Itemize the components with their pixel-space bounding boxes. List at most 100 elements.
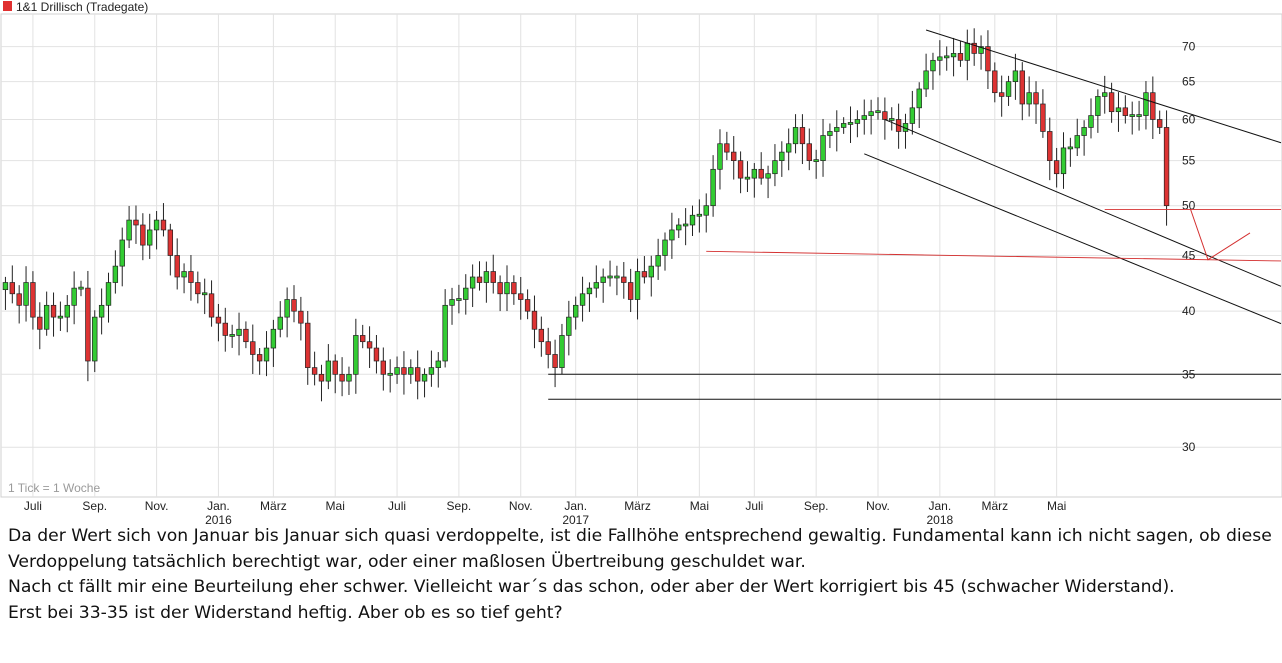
- y-tick-label: 45: [1182, 249, 1196, 263]
- candle-body: [2, 282, 9, 291]
- candle-body: [765, 173, 771, 179]
- candle-body: [524, 299, 531, 312]
- candlestick-series: [2, 28, 1170, 402]
- candle-body: [889, 118, 895, 121]
- candle-body: [854, 119, 861, 124]
- candle-body: [256, 354, 263, 362]
- candle-body: [875, 110, 881, 114]
- candle-body: [167, 229, 174, 256]
- candle-body: [195, 282, 201, 295]
- candle-body: [346, 373, 352, 382]
- candle-body: [236, 328, 242, 336]
- candle-body: [85, 287, 91, 362]
- candle-body: [511, 282, 517, 295]
- candle-body: [1005, 81, 1012, 97]
- candle-body: [112, 265, 119, 283]
- candle-body: [593, 282, 599, 289]
- candle-body: [1115, 107, 1122, 113]
- candle-body: [579, 293, 586, 306]
- target-line-line: [706, 250, 1282, 262]
- candle-body: [353, 335, 359, 375]
- candle-body: [916, 88, 922, 109]
- candle-body: [160, 219, 167, 231]
- x-tick-label: Jan.: [564, 499, 587, 513]
- trend-channel-upper-line: [925, 29, 1282, 144]
- x-tick-label: Juli: [24, 499, 42, 513]
- candle-body: [188, 271, 194, 283]
- candle-body: [469, 276, 476, 289]
- x-tick-label: Nov.: [509, 499, 533, 513]
- y-tick-label: 50: [1182, 199, 1196, 213]
- candle-body: [909, 107, 916, 124]
- candle-body: [827, 131, 833, 136]
- candle-body: [1163, 127, 1170, 207]
- candle-body: [263, 347, 270, 362]
- candle-body: [332, 360, 338, 375]
- candle-body: [394, 367, 400, 375]
- chart-title: 1&1 Drillisch (Tradegate): [16, 0, 148, 14]
- trend-channel-lower-line: [864, 153, 1282, 325]
- candle-body: [229, 334, 235, 337]
- candle-body: [1129, 114, 1135, 117]
- candle-body: [944, 55, 950, 59]
- candle-body: [105, 282, 112, 306]
- candle-body: [696, 213, 703, 217]
- candle-body: [1088, 115, 1094, 128]
- y-tick-label: 40: [1182, 304, 1196, 318]
- candle-body: [641, 271, 648, 278]
- candle-body: [208, 293, 215, 318]
- candle-body: [937, 56, 943, 61]
- candle-body: [868, 111, 874, 116]
- candle-body: [23, 282, 29, 306]
- commentary: Da der Wert sich von Januar bis Januar s…: [8, 524, 1278, 626]
- candle-body: [621, 276, 627, 283]
- candle-body: [421, 373, 428, 382]
- candle-body: [43, 304, 50, 330]
- candle-body: [504, 282, 510, 295]
- candle-body: [284, 299, 290, 318]
- candle-body: [387, 372, 393, 376]
- candle-body: [834, 127, 840, 132]
- candle-body: [325, 360, 332, 382]
- candle-body: [401, 367, 407, 375]
- candle-body: [648, 265, 654, 278]
- candle-body: [964, 42, 971, 61]
- candle-body: [140, 224, 146, 246]
- candle-body: [799, 127, 806, 145]
- candle-body: [1019, 70, 1025, 105]
- candle-body: [1150, 92, 1156, 120]
- candle-body: [882, 111, 888, 120]
- candle-body: [847, 122, 854, 125]
- candle-body: [923, 70, 929, 90]
- candle-body: [971, 42, 977, 54]
- tick-note: 1 Tick = 1 Woche: [8, 481, 100, 495]
- candle-body: [449, 299, 455, 306]
- candle-body: [1060, 147, 1067, 175]
- x-year-label: 2016: [205, 513, 232, 524]
- candle-body: [662, 239, 668, 256]
- candle-body: [1033, 92, 1039, 105]
- candle-body: [71, 287, 77, 306]
- y-tick-label: 30: [1182, 440, 1196, 454]
- candle-body: [291, 299, 297, 312]
- annotation-lines: [548, 29, 1282, 400]
- candle-body: [277, 316, 283, 330]
- y-tick-label: 65: [1182, 75, 1196, 89]
- commentary-paragraph-2: Nach ct fällt mir eine Beurteilung eher …: [8, 577, 1175, 598]
- candle-body: [1095, 96, 1101, 116]
- candle-body: [1012, 70, 1019, 83]
- x-tick-label: Sep.: [447, 499, 472, 513]
- candle-body: [243, 328, 249, 343]
- candle-body: [456, 298, 462, 301]
- candle-body: [222, 322, 228, 336]
- candle-body: [98, 304, 105, 318]
- x-tick-label: März: [624, 499, 651, 513]
- candle-body: [408, 367, 414, 375]
- candle-body: [119, 239, 125, 267]
- y-tick-label: 55: [1182, 154, 1196, 168]
- candle-body: [435, 360, 441, 368]
- candle-body: [1047, 131, 1053, 161]
- candle-body: [57, 315, 64, 319]
